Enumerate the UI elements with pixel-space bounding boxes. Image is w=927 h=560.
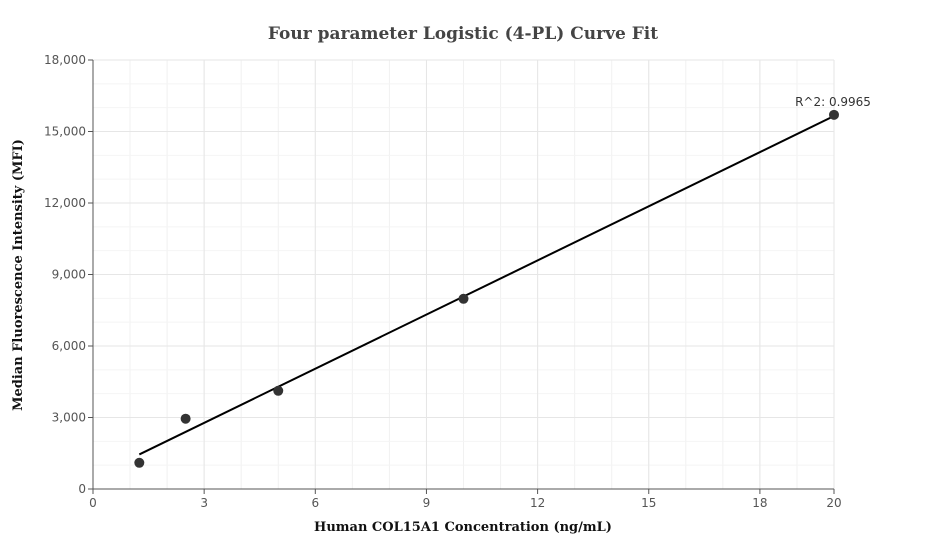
y-tick-label: 18,000 — [44, 53, 86, 67]
data-point — [458, 293, 469, 304]
tick-labels: 0 3 6 9 12 15 18 20 0 3,000 6,000 9,000 12,000 15,000… — [44, 53, 842, 510]
data-point — [273, 385, 284, 396]
data-point — [180, 413, 191, 424]
r-squared-annotation: R^2: 0.9965 — [795, 95, 871, 109]
chart-title: Four parameter Logistic (4-PL) Curve Fit — [268, 24, 658, 44]
grid — [92, 59, 835, 490]
y-tick-label: 12,000 — [44, 196, 86, 210]
x-tick-label: 9 — [423, 496, 431, 510]
y-tick-label: 3,000 — [52, 411, 86, 425]
fit-line — [138, 115, 835, 456]
y-tick-label: 9,000 — [52, 268, 86, 282]
data-points — [134, 109, 839, 468]
axes — [88, 59, 835, 494]
x-tick-label: 18 — [752, 496, 767, 510]
x-tick-label: 6 — [311, 496, 319, 510]
y-tick-label: 6,000 — [52, 339, 86, 353]
x-tick-label: 15 — [641, 496, 656, 510]
data-point — [134, 457, 145, 468]
x-tick-label: 3 — [200, 496, 208, 510]
y-tick-label: 0 — [78, 482, 86, 496]
y-axis-title: Median Fluorescence Intensity (MFI) — [11, 139, 26, 411]
x-tick-label: 0 — [89, 496, 97, 510]
data-point — [829, 109, 839, 120]
x-tick-label: 20 — [826, 496, 841, 510]
x-axis-title: Human COL15A1 Concentration (ng/mL) — [314, 520, 612, 535]
fit-line-group — [138, 115, 835, 456]
y-tick-label: 15,000 — [44, 125, 86, 139]
x-tick-label: 12 — [530, 496, 545, 510]
